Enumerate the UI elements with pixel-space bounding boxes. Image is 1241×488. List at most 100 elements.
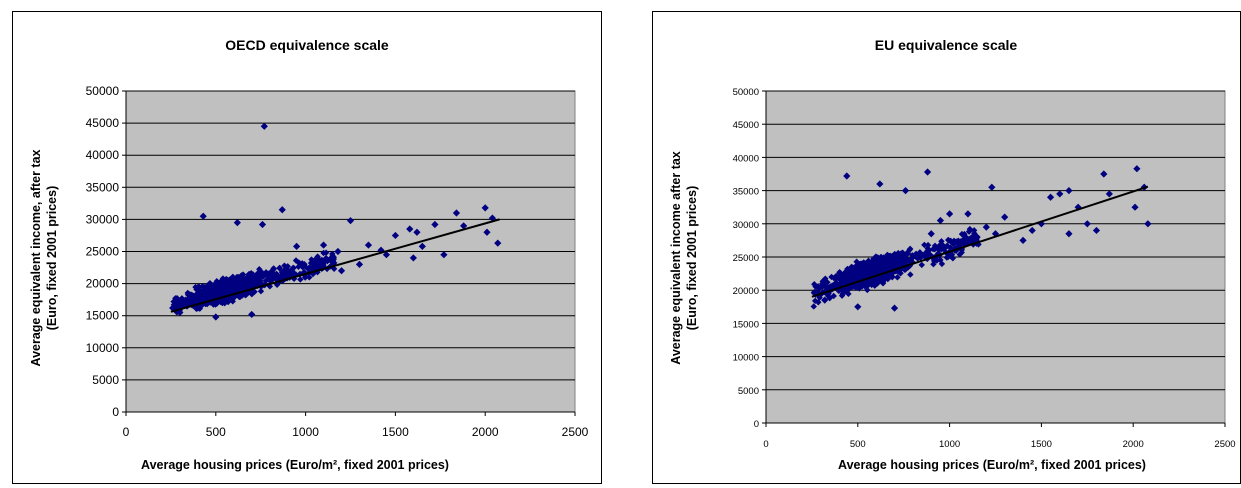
plot-group: 0500010000150002000025000300003500040000… [733, 87, 1236, 450]
data-point [931, 242, 939, 250]
data-point [875, 275, 882, 282]
x-tick-label: 0 [763, 439, 768, 450]
x-tick-label: 0 [123, 425, 130, 439]
data-point [267, 270, 274, 278]
data-point [1100, 170, 1108, 178]
data-point [233, 273, 241, 281]
data-point [295, 259, 303, 266]
y-tick-label: 5000 [92, 373, 119, 387]
data-point [171, 298, 178, 306]
data-point [950, 240, 957, 248]
y-tick-label: 25000 [86, 245, 120, 259]
data-point [1144, 220, 1152, 228]
data-point [266, 283, 274, 290]
y-axis-label: Average equivalent income after tax [669, 151, 683, 365]
data-point [1028, 226, 1036, 235]
oecd-scatter-chart: 0500010000150002000025000300003500040000… [29, 37, 589, 472]
data-point [305, 265, 312, 272]
data-point [214, 284, 221, 292]
data-point [206, 279, 214, 287]
chart-title: EU equivalence scale [875, 37, 1018, 53]
y-tick-label: 0 [754, 419, 759, 430]
data-point [322, 249, 330, 256]
data-point [216, 283, 224, 290]
data-point [826, 283, 834, 291]
x-tick-label: 2500 [562, 425, 589, 439]
data-point [958, 230, 966, 238]
data-point [233, 280, 240, 287]
data-point [946, 210, 954, 218]
y-axis-label-units: (Euro, fixed 2001 prices) [685, 186, 699, 331]
y-tick-label: 30000 [733, 220, 759, 231]
data-point [184, 289, 191, 297]
data-point [917, 254, 924, 261]
data-point [1133, 165, 1141, 173]
data-point [256, 266, 263, 273]
y-tick-label: 40000 [733, 153, 759, 164]
data-point [1046, 193, 1055, 201]
y-tick-label: 35000 [733, 187, 759, 198]
data-point [901, 187, 910, 195]
data-point [278, 206, 286, 214]
data-point [225, 287, 233, 294]
data-point [862, 260, 870, 267]
data-point [237, 292, 245, 299]
data-point [921, 241, 928, 249]
data-point [871, 266, 878, 274]
data-point [927, 230, 935, 238]
data-point [481, 204, 489, 212]
y-tick-label: 20000 [86, 277, 120, 291]
y-tick-label: 10000 [86, 341, 120, 355]
y-tick-label: 25000 [733, 253, 759, 264]
data-point [1001, 213, 1009, 221]
y-tick-label: 30000 [86, 212, 120, 226]
data-point [845, 285, 853, 293]
data-point [860, 259, 867, 266]
data-point [293, 242, 301, 250]
data-point [494, 239, 502, 247]
data-point [243, 281, 250, 288]
data-point [227, 279, 235, 286]
trend-line [170, 218, 500, 313]
y-tick-label: 40000 [86, 148, 120, 162]
x-tick-label: 1500 [382, 425, 409, 439]
data-point [273, 273, 280, 281]
data-point [284, 263, 291, 270]
data-point [887, 252, 894, 260]
data-point [178, 296, 185, 303]
data-point [955, 240, 963, 248]
data-point [924, 241, 932, 249]
data-point [346, 217, 355, 225]
data-point [236, 285, 243, 292]
x-tick-label: 1000 [939, 439, 960, 450]
data-point [182, 296, 189, 303]
data-point [964, 210, 972, 218]
data-point [337, 267, 346, 275]
data-point [488, 214, 496, 222]
y-tick-label: 0 [112, 405, 119, 419]
data-point [858, 264, 865, 271]
data-point [297, 276, 304, 283]
data-point [224, 296, 231, 304]
data-point [199, 212, 207, 220]
y-tick-label: 35000 [86, 180, 120, 194]
data-point [894, 252, 902, 260]
data-point [301, 263, 309, 270]
data-point [329, 252, 336, 260]
data-point [320, 261, 327, 269]
data-point [194, 292, 201, 300]
x-tick-label: 500 [206, 425, 226, 439]
data-point [228, 283, 235, 291]
data-point [982, 223, 990, 231]
data-point [936, 216, 945, 225]
data-point [988, 183, 996, 191]
data-point [1083, 220, 1091, 228]
data-point [334, 247, 342, 256]
data-point [431, 220, 439, 229]
plot-group: 0500010000150002000025000300003500040000… [86, 84, 589, 439]
data-point [853, 258, 860, 265]
x-axis-label: Average housing prices (Euro/m², fixed 2… [838, 458, 1146, 472]
y-tick-label: 10000 [733, 353, 759, 364]
data-point [970, 227, 978, 234]
data-point [406, 225, 414, 233]
